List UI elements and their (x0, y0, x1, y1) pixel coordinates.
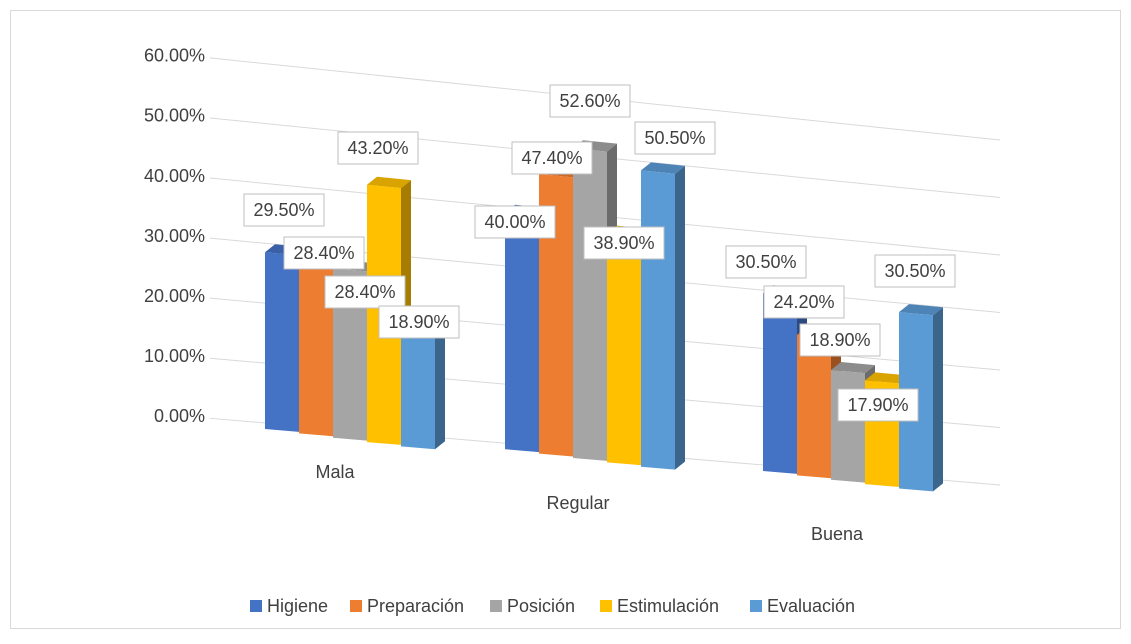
value-label: 52.60% (559, 91, 620, 111)
bar-side (933, 307, 943, 492)
legend-label: Evaluación (767, 596, 855, 616)
legend-swatch (750, 600, 762, 612)
value-label-box (583, 226, 665, 260)
bar-front (797, 334, 831, 479)
bar-front (831, 370, 865, 483)
value-label-box (799, 323, 881, 357)
value-label: 28.40% (293, 243, 354, 263)
value-label: 43.20% (347, 138, 408, 158)
bar-front (607, 233, 641, 466)
bar-top (899, 304, 943, 316)
bar-front (333, 268, 367, 441)
legend-swatch (250, 600, 262, 612)
bar-side (435, 329, 445, 450)
value-label: 18.90% (809, 330, 870, 350)
y-tick-label: 60.00% (144, 46, 205, 66)
legend-label: Posición (507, 596, 575, 616)
bar (401, 326, 445, 450)
bar-front (573, 148, 607, 461)
value-label-box (243, 193, 325, 227)
value-label: 18.90% (388, 312, 449, 332)
y-tick-label: 0.00% (154, 406, 205, 426)
value-label: 24.20% (773, 292, 834, 312)
bar (641, 162, 685, 470)
value-label-box (511, 141, 593, 175)
bar-side (675, 165, 685, 470)
value-label: 28.40% (334, 282, 395, 302)
legend-label: Preparación (367, 596, 464, 616)
legend-swatch (490, 600, 502, 612)
y-tick-label: 10.00% (144, 346, 205, 366)
x-tick-label: Regular (546, 493, 609, 513)
value-label: 30.50% (735, 252, 796, 272)
value-label-box (283, 236, 365, 270)
value-label-box (378, 305, 460, 339)
value-label: 47.40% (521, 148, 582, 168)
legend-label: Estimulación (617, 596, 719, 616)
legend-swatch (350, 600, 362, 612)
value-label: 40.00% (484, 212, 545, 232)
y-tick-label: 40.00% (144, 166, 205, 186)
value-label: 29.50% (253, 200, 314, 220)
value-label-box (474, 205, 556, 239)
bar-front (641, 170, 675, 470)
value-label-box (874, 254, 956, 288)
value-label-box (725, 245, 807, 279)
bar-top (367, 176, 411, 189)
x-tick-label: Buena (811, 524, 864, 544)
legend-swatch (600, 600, 612, 612)
legend-label: Higiene (267, 596, 328, 616)
bar-front (539, 173, 573, 457)
bar-top (831, 362, 875, 374)
value-label: 30.50% (884, 261, 945, 281)
value-label-box (549, 84, 631, 118)
value-label: 50.50% (644, 128, 705, 148)
value-label-box (337, 131, 419, 165)
value-label-box (634, 121, 716, 155)
bar-front (401, 334, 435, 450)
bar-top (641, 162, 685, 174)
value-label-box (763, 285, 845, 319)
y-tick-label: 50.00% (144, 106, 205, 126)
bar-front (763, 293, 797, 474)
y-tick-label: 30.00% (144, 226, 205, 246)
value-label: 38.90% (593, 233, 654, 253)
bar-front (505, 212, 539, 453)
bar-top (865, 372, 909, 384)
value-label: 17.90% (847, 395, 908, 415)
value-label-box (837, 388, 919, 422)
value-label-box (324, 275, 406, 309)
y-tick-label: 20.00% (144, 286, 205, 306)
bar-front (265, 252, 299, 432)
x-tick-label: Mala (315, 462, 355, 482)
